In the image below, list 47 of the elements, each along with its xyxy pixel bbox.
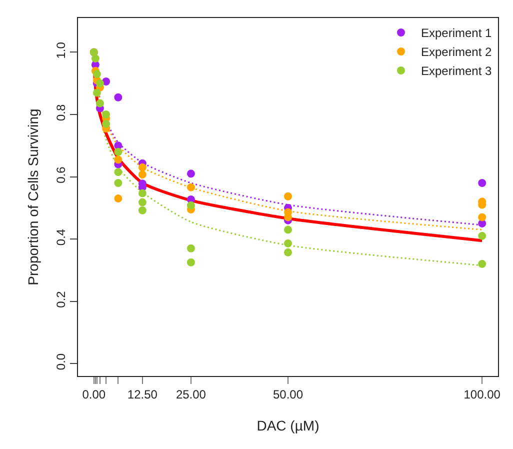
point [284, 248, 292, 256]
point [478, 213, 486, 222]
point [91, 54, 100, 62]
point [186, 201, 195, 210]
legend-label: Experiment 2 [421, 45, 492, 60]
y-tick-label: 0.0 [54, 353, 68, 370]
point [102, 110, 110, 118]
point [114, 156, 122, 164]
legend-label: Experiment 3 [421, 64, 492, 78]
point [478, 178, 486, 187]
point [186, 183, 195, 192]
point [138, 206, 146, 214]
point [284, 226, 292, 234]
point [284, 239, 292, 248]
y-tick-label: 0.2 [54, 290, 68, 308]
point [102, 120, 110, 128]
legend-label: Experiment 1 [421, 26, 492, 40]
x-tick-label: 12.50 [127, 387, 158, 402]
point [96, 79, 104, 88]
point [92, 88, 101, 97]
point [478, 260, 486, 268]
y-axis-title: Proportion of Cells Surviving [24, 108, 41, 286]
point [114, 148, 122, 156]
point [114, 194, 122, 203]
point [92, 70, 101, 78]
point [186, 170, 195, 178]
y-tick-label: 0.8 [54, 104, 68, 122]
point [138, 198, 146, 206]
point [186, 258, 195, 266]
x-tick-label: 25.00 [176, 387, 206, 402]
point [138, 170, 146, 179]
x-axis-title: DAC (µM) [256, 418, 320, 434]
point [478, 232, 486, 240]
point [114, 168, 122, 176]
point [284, 192, 292, 200]
y-tick-label: 1.0 [54, 42, 68, 59]
point [138, 189, 146, 198]
x-tick-label: 50.00 [272, 387, 304, 402]
point [114, 93, 122, 102]
y-tick-label: 0.6 [54, 166, 68, 184]
y-tick-label: 0.4 [54, 228, 68, 246]
x-tick-label: 100.00 [464, 387, 501, 402]
point [114, 178, 122, 187]
x-tick-label: 0.00 [82, 387, 106, 402]
point [96, 99, 104, 108]
point [186, 244, 195, 252]
point [138, 163, 146, 172]
